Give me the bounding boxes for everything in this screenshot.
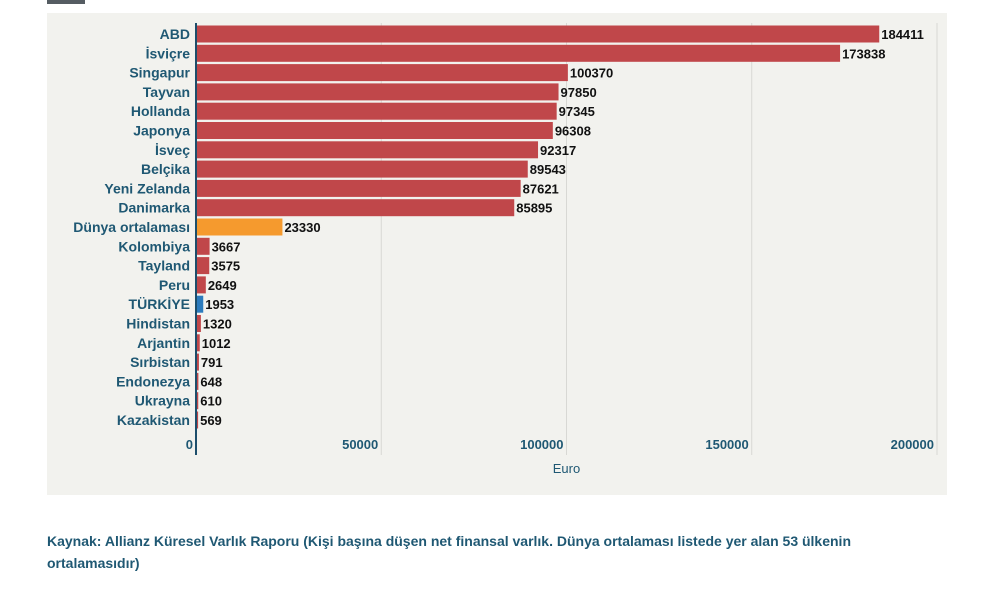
value-label: 173838	[842, 46, 885, 61]
x-axis-label: Euro	[553, 461, 580, 476]
bar	[196, 276, 206, 294]
bar	[196, 160, 528, 178]
value-label: 97850	[561, 85, 597, 100]
value-label: 610	[200, 394, 222, 409]
category-label: ABD	[160, 26, 190, 42]
category-label: Arjantin	[137, 335, 190, 351]
chart-panel: 0 50000 100000 150000 200000 Euro ABD 184411 İsv…	[47, 13, 947, 495]
value-label: 100370	[570, 66, 613, 81]
value-label: 2649	[208, 278, 237, 293]
category-label: Belçika	[141, 161, 190, 177]
value-label: 1953	[205, 297, 234, 312]
category-label: Hindistan	[126, 316, 190, 332]
category-label: Tayvan	[143, 84, 190, 100]
bar	[196, 257, 210, 275]
bar	[196, 315, 201, 332]
category-label: Kazakistan	[117, 412, 190, 428]
value-label: 184411	[881, 27, 924, 42]
category-label: Japonya	[133, 123, 190, 139]
bar	[196, 372, 199, 390]
value-label: 89543	[530, 162, 566, 177]
category-label: İsviçre	[146, 45, 191, 61]
category-label: Danimarka	[118, 200, 190, 216]
bar	[196, 237, 210, 255]
value-label: 87621	[523, 181, 559, 196]
header-fragment	[47, 0, 85, 4]
bar	[196, 411, 199, 429]
value-label: 569	[200, 413, 222, 428]
value-label: 648	[200, 374, 222, 389]
category-label: Peru	[159, 277, 190, 293]
x-tick-label: 100000	[520, 437, 563, 452]
value-label: 1012	[202, 336, 231, 351]
bar	[196, 179, 521, 197]
value-label: 97345	[559, 104, 595, 119]
bar	[196, 64, 568, 82]
bar	[196, 199, 515, 217]
bar	[196, 218, 283, 236]
value-label: 791	[201, 355, 223, 370]
category-label: İsveç	[155, 142, 190, 158]
x-tick-label: 50000	[342, 437, 378, 452]
bar	[196, 353, 199, 371]
category-label: Yeni Zelanda	[104, 180, 190, 196]
category-label: Sırbistan	[130, 354, 190, 370]
bar	[196, 102, 557, 120]
x-tick-label: 0	[186, 437, 193, 452]
bar	[196, 334, 200, 352]
value-label: 23330	[284, 220, 320, 235]
bar	[196, 295, 204, 313]
bar-chart: 0 50000 100000 150000 200000 Euro ABD 184411 İsv…	[73, 23, 938, 476]
bar	[196, 44, 841, 62]
value-label: 85895	[516, 201, 552, 216]
category-label: Hollanda	[131, 103, 190, 119]
source-caption: Kaynak: Allianz Küresel Varlık Raporu (K…	[47, 533, 851, 571]
value-label: 1320	[203, 317, 232, 332]
value-label: 3575	[211, 259, 240, 274]
value-label: 3667	[212, 239, 241, 254]
bar	[196, 25, 880, 43]
bar	[196, 141, 539, 159]
category-label: Ukrayna	[135, 393, 190, 409]
category-label: Dünya ortalaması	[73, 219, 190, 235]
category-label: Endonezya	[116, 373, 190, 389]
bar	[196, 122, 553, 139]
category-label: Tayland	[138, 258, 190, 274]
bar	[196, 83, 559, 101]
category-label: Kolombiya	[118, 238, 190, 254]
category-label: TÜRKİYE	[129, 296, 190, 312]
category-label: Singapur	[129, 65, 190, 81]
bar	[196, 392, 199, 410]
value-label: 96308	[555, 124, 591, 139]
value-label: 92317	[540, 143, 576, 158]
x-tick-label: 150000	[705, 437, 748, 452]
x-tick-label: 200000	[891, 437, 934, 452]
